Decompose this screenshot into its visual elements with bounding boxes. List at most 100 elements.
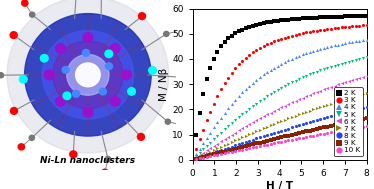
Circle shape xyxy=(165,119,171,124)
Point xyxy=(261,127,267,130)
Point xyxy=(296,124,302,127)
Point xyxy=(339,82,345,85)
Point xyxy=(232,147,238,150)
Point xyxy=(218,145,224,148)
Point xyxy=(321,117,327,120)
Point xyxy=(225,125,231,128)
Point xyxy=(229,133,234,136)
Point xyxy=(360,57,366,60)
Point xyxy=(364,14,370,17)
Point xyxy=(200,142,206,145)
Point xyxy=(250,131,256,134)
Point xyxy=(307,135,313,138)
Point xyxy=(292,132,298,136)
Point xyxy=(204,149,210,152)
Point xyxy=(264,125,270,128)
Point xyxy=(314,119,320,122)
Point xyxy=(325,131,331,134)
Point xyxy=(275,88,281,91)
Circle shape xyxy=(25,14,151,136)
Point xyxy=(325,87,331,90)
Point xyxy=(243,27,249,30)
Point xyxy=(335,43,341,46)
Point xyxy=(282,140,288,143)
Point xyxy=(360,76,366,79)
Point xyxy=(239,142,245,145)
Point xyxy=(214,150,220,153)
Circle shape xyxy=(29,135,34,140)
Point xyxy=(282,104,288,107)
Point xyxy=(204,78,210,81)
Point xyxy=(229,148,234,151)
Point xyxy=(353,24,359,27)
Point xyxy=(197,151,203,154)
Point xyxy=(271,66,277,69)
Point xyxy=(218,116,224,119)
Point xyxy=(207,152,213,155)
Point xyxy=(310,120,316,123)
Point xyxy=(339,122,345,125)
Point xyxy=(193,157,199,160)
Point xyxy=(328,102,334,105)
Point xyxy=(289,133,295,136)
Circle shape xyxy=(56,44,65,53)
Point xyxy=(349,120,355,123)
Point xyxy=(356,77,362,80)
Point xyxy=(268,68,274,71)
Point xyxy=(318,89,324,92)
Point xyxy=(346,15,352,18)
Point xyxy=(225,76,231,79)
Point xyxy=(275,64,281,67)
Point xyxy=(285,134,291,137)
Circle shape xyxy=(138,13,145,19)
Point xyxy=(314,133,320,136)
Point xyxy=(236,129,242,132)
Point xyxy=(296,113,302,116)
Point xyxy=(214,153,220,156)
Point xyxy=(321,132,327,135)
Point xyxy=(236,146,242,149)
Point xyxy=(243,134,249,137)
Point xyxy=(292,79,298,82)
Point xyxy=(214,95,220,98)
Point xyxy=(193,155,199,158)
Point xyxy=(332,101,338,104)
Point xyxy=(282,118,288,121)
Circle shape xyxy=(30,12,35,17)
Point xyxy=(271,122,277,125)
Point xyxy=(318,105,324,108)
Point xyxy=(346,60,352,63)
Point xyxy=(289,81,295,84)
Point xyxy=(310,49,316,52)
Point xyxy=(268,41,274,44)
Point xyxy=(328,131,334,134)
Point xyxy=(232,149,238,153)
Point xyxy=(207,147,213,150)
Point xyxy=(207,141,213,144)
Circle shape xyxy=(10,108,18,114)
Point xyxy=(197,147,203,150)
Point xyxy=(211,126,217,129)
Point xyxy=(285,139,291,142)
Point xyxy=(264,113,270,116)
Point xyxy=(254,142,260,145)
Circle shape xyxy=(164,31,169,36)
Circle shape xyxy=(178,122,185,128)
Circle shape xyxy=(76,63,100,87)
Point xyxy=(342,25,348,28)
Point xyxy=(360,24,366,27)
Point xyxy=(339,26,345,29)
Point xyxy=(310,134,316,137)
Circle shape xyxy=(178,74,186,81)
Point xyxy=(328,15,334,18)
Point xyxy=(211,153,217,156)
Point xyxy=(197,138,203,141)
Point xyxy=(250,143,256,146)
Circle shape xyxy=(105,156,111,161)
Point xyxy=(261,115,267,118)
Point xyxy=(296,54,302,57)
Point xyxy=(339,42,345,45)
Point xyxy=(300,32,306,35)
Point xyxy=(296,132,302,135)
Point xyxy=(353,119,359,122)
